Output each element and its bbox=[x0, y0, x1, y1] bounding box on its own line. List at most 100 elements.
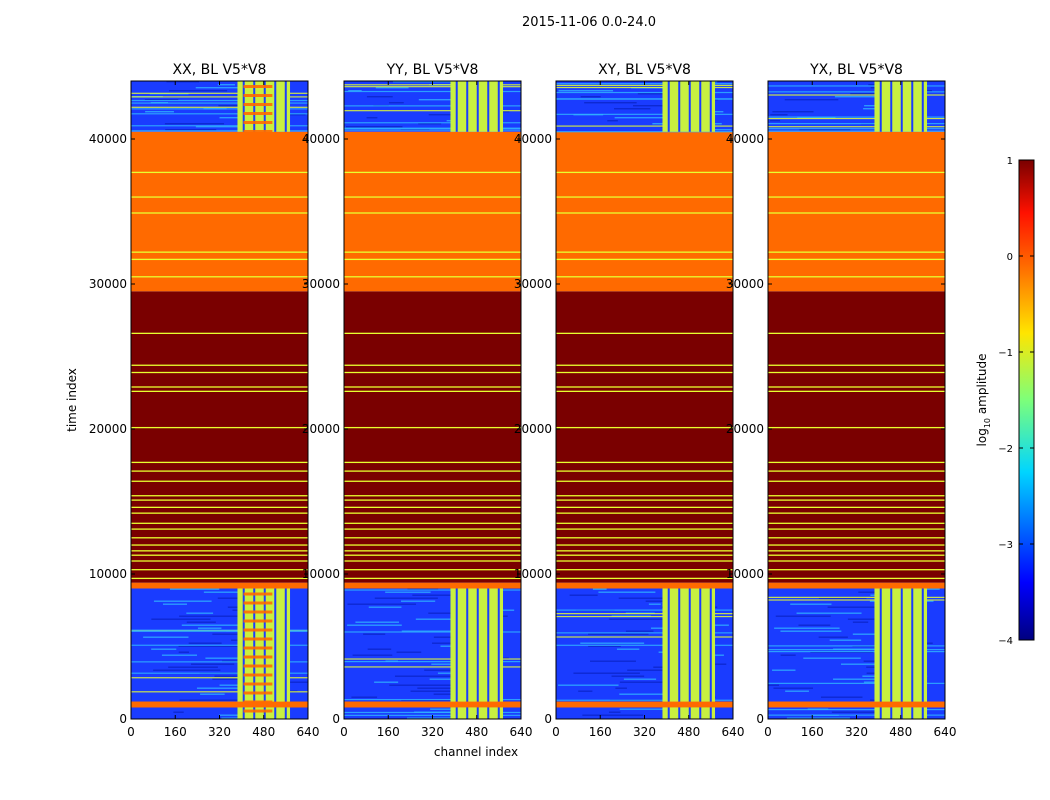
flag-line bbox=[768, 499, 945, 501]
colorbar: log10 amplitude 1 0 −1 −2 −3 −4 bbox=[975, 156, 1035, 647]
flag-line bbox=[344, 537, 521, 539]
flag-line bbox=[131, 537, 308, 539]
flag-line bbox=[344, 364, 521, 366]
flag-line bbox=[344, 506, 521, 508]
x-tick-label: 0 bbox=[552, 725, 560, 739]
x-tick-label: 160 bbox=[377, 725, 400, 739]
flag-strip bbox=[344, 701, 521, 708]
flag-line bbox=[768, 364, 945, 366]
colorbar-tick-label: 1 bbox=[1007, 156, 1013, 167]
x-tick-label: 320 bbox=[421, 725, 444, 739]
x-tick-label: 0 bbox=[764, 725, 772, 739]
band-saturated-dark bbox=[768, 291, 945, 583]
flag-line bbox=[344, 577, 521, 580]
flag-line bbox=[768, 512, 945, 514]
flag-line bbox=[556, 544, 733, 546]
flag-line bbox=[768, 506, 945, 508]
flag-line bbox=[131, 554, 308, 556]
panel-2: YY, BL V5*V8 0 160 320 480 640 0 10000 20000 3000… bbox=[302, 62, 533, 739]
flag-line bbox=[768, 371, 945, 374]
flag-strip bbox=[768, 701, 945, 708]
flag-line bbox=[344, 550, 521, 552]
flag-line bbox=[768, 258, 945, 261]
flag-line bbox=[344, 569, 521, 571]
flag-line bbox=[768, 332, 945, 334]
flag-line bbox=[131, 364, 308, 366]
y-tick-label: 10000 bbox=[302, 567, 340, 581]
flag-line bbox=[131, 560, 308, 562]
flag-line bbox=[344, 499, 521, 501]
band-saturated-dark bbox=[131, 291, 308, 583]
flag-strip bbox=[556, 701, 733, 708]
flag-line bbox=[556, 371, 733, 374]
x-tick-label: 640 bbox=[934, 725, 957, 739]
flag-line bbox=[768, 528, 945, 530]
band-saturated-orange bbox=[344, 131, 521, 292]
flag-line bbox=[556, 426, 733, 429]
flag-line bbox=[556, 528, 733, 530]
flag-line bbox=[556, 522, 733, 524]
flag-line bbox=[768, 426, 945, 429]
flag-line bbox=[768, 560, 945, 562]
x-tick-label: 640 bbox=[510, 725, 533, 739]
flag-line bbox=[131, 528, 308, 530]
band-saturated-dark bbox=[556, 291, 733, 583]
y-tick-label: 10000 bbox=[514, 567, 552, 581]
flag-line bbox=[768, 390, 945, 392]
flag-line bbox=[344, 276, 521, 278]
x-tick-label: 160 bbox=[589, 725, 612, 739]
y-tick-label: 0 bbox=[756, 712, 764, 726]
flag-line bbox=[556, 332, 733, 334]
flag-line bbox=[556, 212, 733, 214]
flag-line bbox=[344, 171, 521, 174]
band-transition bbox=[131, 582, 308, 589]
flag-line bbox=[768, 569, 945, 571]
x-tick-label: 640 bbox=[722, 725, 745, 739]
flag-line bbox=[131, 426, 308, 429]
x-tick-label: 0 bbox=[127, 725, 135, 739]
flag-line bbox=[556, 386, 733, 388]
x-tick-label: 480 bbox=[465, 725, 488, 739]
flag-line bbox=[131, 386, 308, 388]
flag-line bbox=[344, 212, 521, 214]
flag-line bbox=[131, 495, 308, 497]
flag-line bbox=[768, 544, 945, 546]
x-tick-label: 480 bbox=[677, 725, 700, 739]
band-transition bbox=[344, 582, 521, 589]
flag-line bbox=[344, 544, 521, 546]
y-axis-label: time index bbox=[65, 368, 79, 432]
flag-line bbox=[131, 512, 308, 514]
flag-line bbox=[768, 276, 945, 278]
panel-image bbox=[344, 81, 521, 719]
flag-line bbox=[344, 512, 521, 514]
flag-line bbox=[768, 196, 945, 198]
flag-line bbox=[556, 577, 733, 580]
panel-title: YY, BL V5*V8 bbox=[386, 62, 479, 78]
flag-line bbox=[556, 470, 733, 472]
flag-line bbox=[556, 537, 733, 539]
flag-line bbox=[131, 506, 308, 508]
panel-4: YX, BL V5*V8 0 160 320 480 640 0 10000 20000 3000… bbox=[726, 62, 957, 739]
flag-line bbox=[131, 276, 308, 278]
flag-line bbox=[556, 569, 733, 571]
flag-line bbox=[131, 461, 308, 464]
band-transition bbox=[768, 582, 945, 589]
x-tick-label: 160 bbox=[801, 725, 824, 739]
panel-title: XY, BL V5*V8 bbox=[598, 62, 691, 78]
flag-line bbox=[344, 528, 521, 530]
colorbar-tick-label: −3 bbox=[998, 540, 1013, 551]
panel-image bbox=[131, 81, 308, 719]
panel-image bbox=[556, 81, 733, 719]
flag-line bbox=[344, 480, 521, 482]
y-tick-label: 0 bbox=[119, 712, 127, 726]
flag-line bbox=[768, 386, 945, 388]
flag-line bbox=[556, 554, 733, 556]
panel-title: YX, BL V5*V8 bbox=[809, 62, 903, 78]
flag-line bbox=[131, 212, 308, 214]
y-tick-label: 20000 bbox=[89, 422, 127, 436]
colorbar-tick-label: −4 bbox=[998, 636, 1013, 647]
flag-line bbox=[344, 196, 521, 198]
flag-line bbox=[768, 537, 945, 539]
flag-line bbox=[768, 577, 945, 580]
